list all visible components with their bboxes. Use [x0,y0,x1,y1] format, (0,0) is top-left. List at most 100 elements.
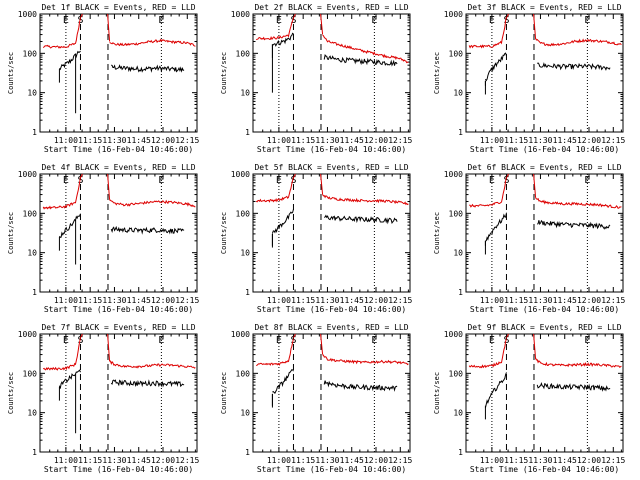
x-tick-label: 11:15 [78,136,102,145]
panel-det-7f: 1 10 100 1000 11:00 11:15 11:30 11:45 12:00 12:15… [7,323,200,474]
marker-letter: E [584,175,590,186]
events-line [484,52,507,82]
x-tick-label: 11:15 [504,296,528,305]
events-line [323,53,398,67]
y-tick-label: 1 [458,288,463,297]
lld-line [322,354,409,366]
y-tick-label: 100 [236,209,251,218]
y-axis-label: Counts/sec [220,212,228,254]
lld-saturation-rise [80,13,83,19]
x-tick-label: 11:15 [504,136,528,145]
x-tick-label: 11:45 [553,296,577,305]
plot-frame [39,333,198,453]
lld-line [255,177,294,203]
x-tick-label: 11:15 [291,456,315,465]
panel-title: Det 7f BLACK = Events, RED = LLD [41,323,195,332]
x-tick-label: 12:00 [364,296,388,305]
lld-line [256,338,294,366]
lld-saturation-rise [80,333,83,339]
y-tick-label: 1 [245,288,250,297]
plot-frame [465,333,624,453]
lld-saturation-drop [320,13,324,35]
x-tick-label: 12:15 [601,136,625,145]
x-tick-label: 11:45 [127,456,151,465]
x-tick-label: 11:00 [267,456,291,465]
events-line [536,382,611,392]
y-tick-label: 10 [240,89,250,98]
y-tick-label: 10 [240,249,250,258]
x-tick-label: 11:45 [127,296,151,305]
lld-saturation-rise [293,333,296,339]
x-axis-label: Start Time (16-Feb-04 10:46:00) [470,305,619,314]
lld-line [322,194,409,206]
y-axis-label: Counts/sec [7,212,15,254]
x-tick-label: 11:15 [78,456,102,465]
plot-frame [252,333,411,453]
lld-line [468,338,507,369]
y-tick-label: 1000 [444,330,463,339]
marker-letter: E [371,15,377,26]
panel-title: Det 6f BLACK = Events, RED = LLD [467,163,621,172]
marker-letter: E [158,335,164,346]
x-tick-label: 12:00 [364,136,388,145]
y-axis-label: Counts/sec [7,52,15,94]
panel-det-3f: 1 10 100 1000 11:00 11:15 11:30 11:45 12:00 12:15… [433,3,626,154]
lld-saturation-drop [533,173,537,198]
x-tick-label: 11:30 [528,136,552,145]
lld-line [535,357,622,368]
events-line [323,214,398,225]
y-tick-label: 1000 [444,10,463,19]
events-line [59,213,81,238]
marker-letter: E [371,175,377,186]
marker-letter: E [158,175,164,186]
events-line [111,64,185,73]
x-tick-label: 12:15 [388,296,412,305]
lld-line [42,17,81,49]
lld-saturation-rise [293,13,296,19]
x-tick-label: 11:15 [291,136,315,145]
x-tick-label: 12:15 [601,296,625,305]
lld-saturation-rise [506,173,509,179]
x-tick-label: 12:15 [388,136,412,145]
marker-letter: E [276,335,282,346]
x-tick-label: 11:45 [340,136,364,145]
lld-saturation-rise [80,173,83,179]
events-line [272,32,294,47]
y-tick-label: 100 [449,49,464,58]
x-tick-label: 12:00 [577,456,601,465]
y-tick-label: 10 [27,89,37,98]
marker-letter: S [503,335,509,346]
y-tick-label: 10 [240,409,250,418]
lld-line [535,38,622,47]
panel-title: Det 5f BLACK = Events, RED = LLD [254,163,408,172]
panel-title: Det 8f BLACK = Events, RED = LLD [254,323,408,332]
marker-letter: E [63,335,69,346]
x-tick-label: 12:00 [364,456,388,465]
events-line [59,50,81,71]
x-tick-label: 12:00 [577,296,601,305]
y-tick-label: 100 [236,49,251,58]
x-tick-label: 11:30 [528,456,552,465]
marker-letter: S [77,15,83,26]
y-axis-label: Counts/sec [220,52,228,94]
y-tick-label: 10 [27,249,37,258]
y-tick-label: 1 [458,128,463,137]
x-tick-label: 11:45 [340,296,364,305]
panel-title: Det 3f BLACK = Events, RED = LLD [467,3,621,12]
y-tick-label: 1000 [18,330,37,339]
y-axis-label: Counts/sec [433,52,441,94]
x-tick-label: 12:15 [175,296,199,305]
lld-line [468,17,507,49]
lld-saturation-drop [107,173,111,200]
x-axis-label: Start Time (16-Feb-04 10:46:00) [470,145,619,154]
x-tick-label: 11:15 [291,296,315,305]
y-tick-label: 100 [449,209,464,218]
lld-line [256,17,294,41]
y-tick-label: 1000 [444,170,463,179]
lld-line [109,38,196,47]
plot-frame [39,13,198,133]
x-tick-label: 12:00 [151,456,175,465]
x-tick-label: 12:15 [601,456,625,465]
marker-letter: E [584,335,590,346]
x-tick-label: 11:30 [102,296,126,305]
